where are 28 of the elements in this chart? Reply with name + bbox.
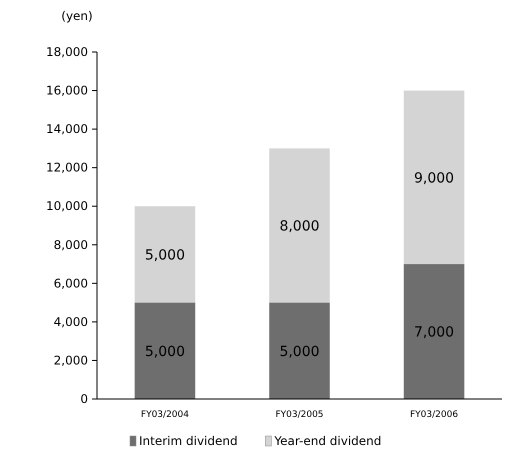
data-label: 5,000 [279,344,320,360]
data-label: 7,000 [414,324,454,341]
y-tick-label: 18,000 [46,45,88,59]
bar [134,302,196,399]
x-tick-label: FY03/2005 [275,410,324,420]
y-tick-label: 0 [80,392,88,406]
data-label: 9,000 [414,170,454,186]
legend-label: Interim dividend [139,434,238,448]
bar [134,206,196,303]
y-tick-label: 10,000 [46,199,88,214]
data-label: 8,000 [279,218,320,234]
bar [404,90,464,264]
x-tick-label: FY03/2004 [140,410,190,420]
y-tick-label: 8,000 [54,238,88,252]
y-tick-label: 6,000 [54,276,88,290]
y-tick-label: 14,000 [46,122,88,136]
bar [404,264,464,399]
y-tick-label: 12,000 [46,160,88,175]
legend-label: Year-end dividend [273,434,382,448]
data-label: 5,000 [144,247,185,264]
data-label: 5,000 [144,344,185,360]
bar [269,302,330,399]
bar [269,148,330,303]
y-tick-label: 2,000 [54,353,88,368]
x-tick-label: FY03/2006 [410,410,458,420]
y-tick-label: 16,000 [46,84,88,98]
y-tick-label: 4,000 [54,314,88,329]
y-axis-title: (yen) [61,9,93,23]
